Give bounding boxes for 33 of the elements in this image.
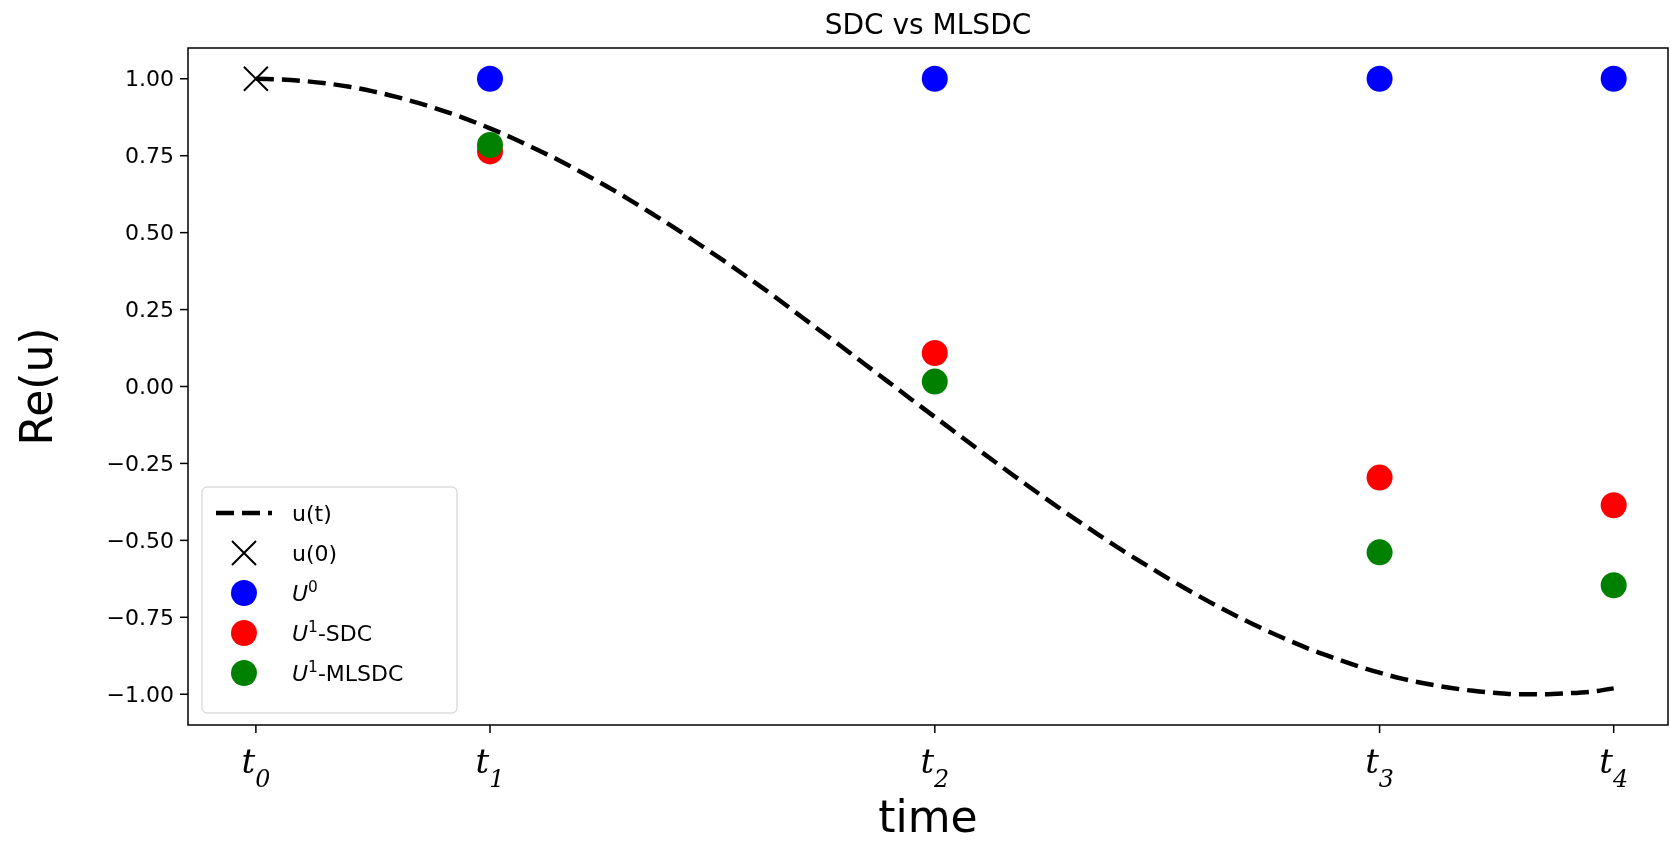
legend-label: U$^{0}$ xyxy=(292,577,318,606)
point xyxy=(1366,65,1393,92)
point xyxy=(476,131,503,158)
x-axis-title: time xyxy=(878,791,978,842)
x-tick-label: t$_{3}$ xyxy=(1365,741,1394,793)
legend-label: U$^{1}$-MLSDC xyxy=(292,657,404,686)
y-tick-label: 0.25 xyxy=(125,297,174,323)
y-tick-label: −0.25 xyxy=(106,451,174,477)
point xyxy=(1366,539,1393,566)
point xyxy=(921,65,948,92)
point xyxy=(1600,65,1627,92)
y-tick-label: −0.50 xyxy=(106,528,174,554)
y-tick-label: 0.50 xyxy=(125,220,174,246)
y-tick-label: −1.00 xyxy=(106,681,174,707)
y-axis-title: Re(u) xyxy=(11,327,62,446)
point xyxy=(476,65,503,92)
legend-label: U$^{1}$-SDC xyxy=(292,617,373,646)
chart-title: SDC vs MLSDC xyxy=(824,8,1032,41)
point xyxy=(1600,492,1627,519)
y-tick-label: 0.00 xyxy=(125,374,174,400)
point xyxy=(921,368,948,395)
point xyxy=(1366,464,1393,491)
x-tick-label: t$_{1}$ xyxy=(475,741,505,793)
x-tick-label: t$_{4}$ xyxy=(1599,741,1629,793)
point xyxy=(1600,572,1627,599)
y-tick-label: 0.75 xyxy=(125,143,174,169)
x-tick-label: t$_{2}$ xyxy=(920,741,950,793)
y-tick-label: 1.00 xyxy=(125,66,174,92)
legend-label: u(0) xyxy=(292,540,338,566)
point xyxy=(921,339,948,366)
x-tick-label: t$_{0}$ xyxy=(241,741,271,793)
y-tick-label: −0.75 xyxy=(106,605,174,630)
legend-label: u(t) xyxy=(292,500,332,526)
